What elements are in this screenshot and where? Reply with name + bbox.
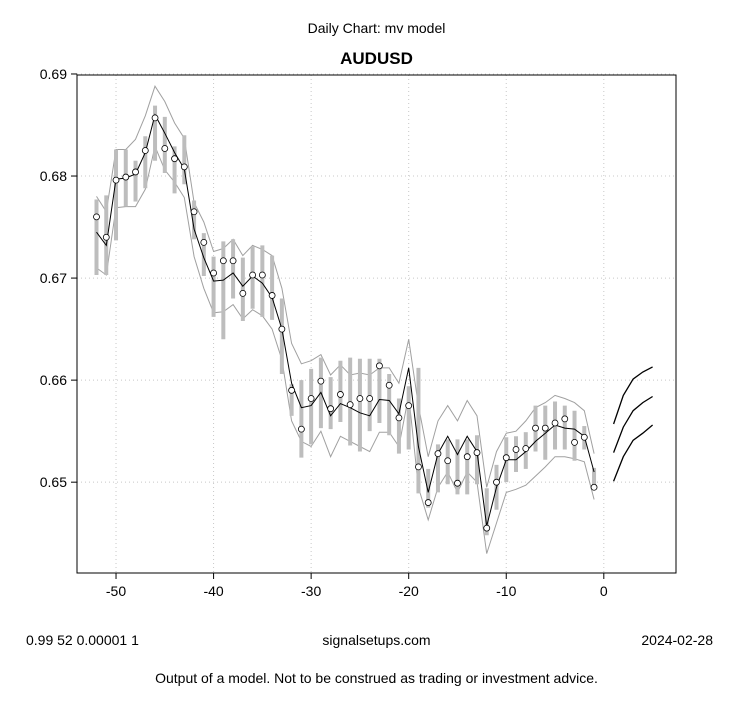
lower-band-line [96, 144, 595, 554]
observed-point [337, 391, 344, 398]
observed-point [307, 395, 315, 402]
observed-point [278, 325, 286, 333]
observed-point [434, 450, 442, 458]
forecast-lines [612, 366, 654, 482]
observed-point [219, 257, 227, 265]
observed-point [551, 419, 559, 427]
plot-frame [76, 74, 677, 574]
observed-point [366, 395, 374, 402]
observed-point [561, 415, 569, 423]
band-lines [96, 85, 595, 554]
observed-point [132, 168, 139, 176]
x-tick-label: -10 [496, 583, 516, 599]
observed-point [483, 524, 491, 532]
y-tick-label: 0.65 [40, 474, 67, 490]
y-tick-label: 0.67 [40, 270, 67, 286]
observed-point [493, 478, 500, 486]
observed-point [522, 445, 530, 452]
disclaimer: Output of a model. Not to be construed a… [155, 670, 598, 686]
y-tick-label: 0.66 [40, 372, 67, 388]
observed-point [112, 176, 120, 184]
observed-point [200, 238, 208, 246]
observed-point [454, 479, 461, 487]
observed-point [317, 377, 325, 385]
observed-point [463, 453, 471, 461]
observed-point [405, 402, 413, 410]
observed-point [590, 483, 598, 491]
observed-point [190, 208, 198, 216]
site-name: signalsetups.com [322, 632, 431, 648]
observed-point [102, 233, 110, 241]
grid-lines [77, 73, 676, 573]
forecast-lower-line [612, 424, 654, 482]
observed-point [171, 155, 178, 163]
x-tick-label: -40 [203, 583, 223, 599]
observed-point [376, 362, 383, 370]
observed-point [161, 145, 169, 152]
model-params: 0.99 52 0.00001 1 [26, 632, 139, 648]
model-path [96, 113, 595, 527]
observed-point [385, 381, 393, 389]
observed-point [356, 395, 364, 402]
axes: -50 -40 -30 -20 -10 0 0.65 0.66 0.67 0.68 0.69 [40, 66, 608, 599]
observed-point [512, 446, 520, 453]
observed-point [571, 438, 578, 446]
x-tick-label: -30 [301, 583, 321, 599]
chart-title: AUDUSD [340, 49, 413, 68]
observed-point [210, 269, 217, 277]
upper-band-line [96, 85, 595, 488]
observed-point [473, 449, 481, 456]
observed-point [532, 424, 539, 432]
observed-point [297, 425, 305, 433]
forecast-upper-line [612, 366, 653, 425]
observed-point [268, 292, 276, 299]
y-tick-label: 0.69 [40, 66, 67, 82]
observed-point [346, 401, 354, 409]
forecast-mid-line [612, 395, 653, 453]
observed-range-bars [94, 105, 597, 536]
observed-point [151, 114, 159, 122]
observed-point [395, 414, 403, 422]
observed-point [258, 271, 266, 279]
observed-point [444, 457, 452, 465]
x-tick-label: 0 [600, 583, 608, 599]
observed-point [424, 499, 432, 506]
observed-points [93, 114, 598, 532]
observed-point [180, 163, 188, 171]
observed-point [239, 289, 247, 297]
observed-point [249, 271, 257, 279]
observed-point [93, 213, 100, 221]
observed-point [141, 147, 149, 154]
observed-point [580, 433, 588, 441]
observed-point [122, 173, 130, 181]
x-tick-label: -50 [106, 583, 126, 599]
observed-point [541, 424, 549, 432]
observed-point [288, 386, 296, 394]
model-line [96, 113, 595, 527]
chart-date: 2024-02-28 [641, 632, 713, 648]
observed-point [229, 257, 237, 265]
observed-point [502, 454, 510, 462]
y-tick-label: 0.68 [40, 168, 67, 184]
chart-subtitle: Daily Chart: mv model [307, 20, 446, 36]
x-tick-label: -20 [399, 583, 419, 599]
observed-point [415, 463, 422, 471]
observed-point [327, 405, 335, 413]
